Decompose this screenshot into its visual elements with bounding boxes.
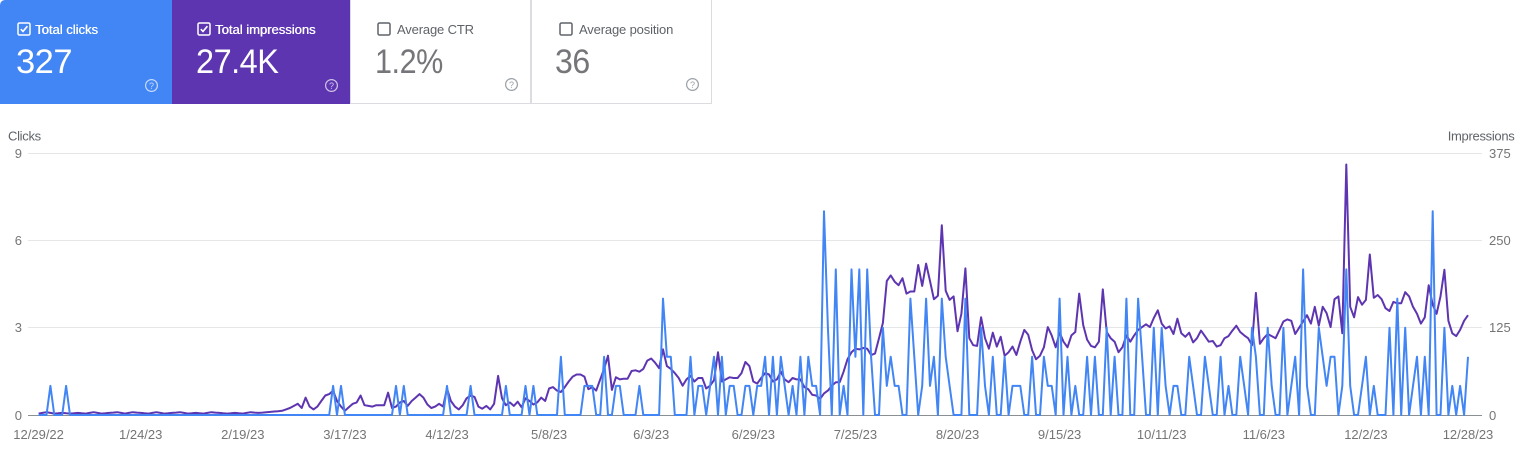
svg-text:5/8/23: 5/8/23: [531, 427, 567, 442]
svg-text:12/29/22: 12/29/22: [13, 427, 64, 442]
svg-text:1/24/23: 1/24/23: [119, 427, 162, 442]
svg-text:125: 125: [1489, 320, 1511, 335]
svg-text:4/12/23: 4/12/23: [425, 427, 468, 442]
svg-text:8/20/23: 8/20/23: [936, 427, 979, 442]
svg-text:9: 9: [15, 146, 22, 161]
svg-text:?: ?: [689, 80, 694, 90]
svg-text:7/25/23: 7/25/23: [834, 427, 877, 442]
svg-text:9/15/23: 9/15/23: [1038, 427, 1081, 442]
svg-text:12/2/23: 12/2/23: [1344, 427, 1387, 442]
svg-text:250: 250: [1489, 233, 1511, 248]
svg-text:11/6/23: 11/6/23: [1243, 427, 1285, 442]
svg-text:0: 0: [1489, 408, 1496, 423]
svg-text:6/29/23: 6/29/23: [732, 427, 775, 442]
svg-text:Clicks: Clicks: [8, 129, 42, 144]
svg-text:?: ?: [328, 81, 333, 91]
svg-text:6/3/23: 6/3/23: [633, 427, 669, 442]
svg-text:10/11/23: 10/11/23: [1137, 427, 1187, 442]
svg-text:0: 0: [15, 408, 22, 423]
svg-text:3: 3: [15, 320, 22, 335]
svg-text:?: ?: [508, 80, 513, 90]
svg-text:375: 375: [1489, 146, 1511, 161]
svg-text:2/19/23: 2/19/23: [221, 427, 264, 442]
svg-text:12/28/23: 12/28/23: [1443, 427, 1494, 442]
svg-text:?: ?: [149, 81, 154, 91]
svg-text:3/17/23: 3/17/23: [323, 427, 366, 442]
svg-text:6: 6: [15, 233, 22, 248]
svg-text:Impressions: Impressions: [1448, 129, 1516, 144]
